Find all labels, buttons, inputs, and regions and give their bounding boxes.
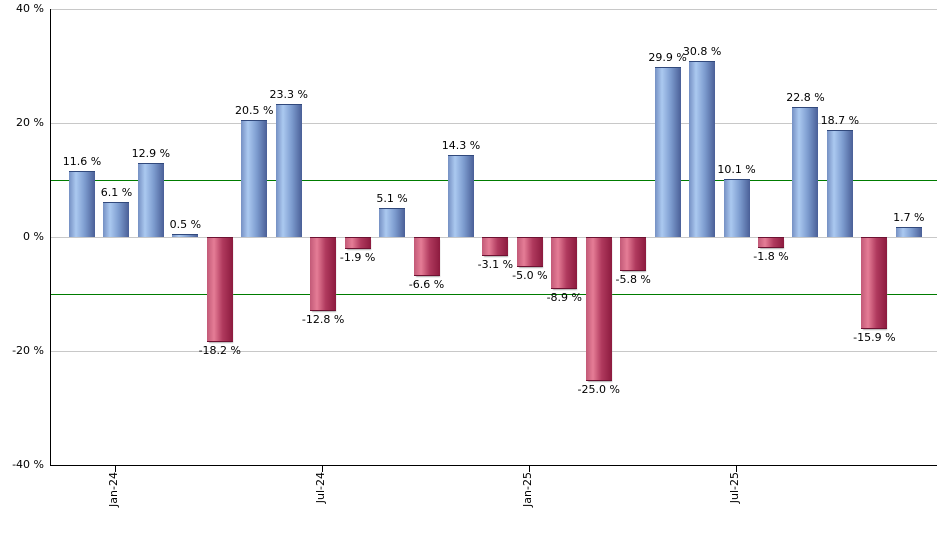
bar [310, 237, 337, 311]
bar-value-label: -1.9 % [339, 250, 376, 264]
reference-line [51, 180, 937, 181]
bar [344, 237, 371, 249]
bar-value-label: -18.2 % [198, 343, 242, 357]
bar [206, 237, 233, 342]
bar-value-label: -6.6 % [408, 277, 445, 291]
x-axis-tick-mark [115, 466, 117, 472]
bar-value-label: 23.3 % [269, 88, 308, 102]
bar [69, 170, 95, 237]
bar-value-label: -25.0 % [577, 382, 620, 396]
x-axis-tick-label: Jul-24 [314, 472, 328, 504]
gridline [51, 123, 937, 124]
bar-value-label: 11.6 % [62, 154, 102, 168]
x-axis-tick-label: Jan-25 [520, 472, 534, 507]
bar-value-label: 12.9 % [131, 147, 171, 161]
x-axis-tick-mark [528, 466, 530, 472]
bar [861, 237, 888, 329]
bar [758, 237, 784, 249]
bar [413, 237, 440, 276]
bar-value-label: 1.7 % [893, 211, 925, 225]
bar-value-label: -1.8 % [753, 250, 789, 264]
bar [551, 237, 578, 289]
bar-value-label: 10.1 % [717, 163, 756, 177]
bar-value-label: 22.8 % [786, 91, 825, 105]
y-axis-tick-label: 20 % [16, 116, 44, 129]
bar [826, 130, 853, 237]
bar-value-label: 20.5 % [235, 104, 274, 118]
bar [275, 104, 302, 237]
bar-value-label: -5.0 % [512, 268, 548, 282]
gridline [51, 351, 937, 352]
gridline [51, 9, 937, 10]
bar [482, 237, 509, 256]
bar [137, 163, 164, 237]
bar [447, 155, 474, 237]
bar [792, 107, 819, 237]
x-axis-tick-mark [322, 466, 324, 472]
bar [379, 207, 406, 237]
bar-value-label: 29.9 % [648, 50, 687, 64]
bar [689, 61, 716, 237]
y-axis-tick-label: 0 % [23, 230, 44, 243]
x-axis-tick-label: Jan-24 [107, 472, 121, 507]
bar-value-label: -12.8 % [301, 312, 345, 326]
bar [723, 179, 750, 237]
bar [516, 237, 543, 267]
bar [103, 202, 130, 237]
y-axis-tick-label: -40 % [12, 458, 44, 471]
bar-value-label: 0.5 % [169, 218, 202, 232]
bar [172, 234, 199, 237]
y-axis-tick-label: 40 % [16, 2, 44, 15]
bar-value-label: -3.1 % [477, 257, 514, 271]
bar-value-label: 6.1 % [100, 186, 133, 200]
bar-value-label: -8.9 % [546, 290, 583, 304]
reference-line [51, 294, 937, 295]
bar [654, 66, 681, 237]
bar [241, 120, 268, 237]
bar-value-label: 5.1 % [376, 191, 408, 205]
bar [585, 237, 612, 381]
y-axis-tick-label: -20 % [12, 344, 44, 357]
bar-value-label: 18.7 % [820, 114, 860, 128]
bar-value-label: -15.9 % [853, 330, 896, 344]
bar-value-label: -5.8 % [615, 273, 651, 287]
x-axis-tick-mark [735, 466, 737, 472]
bar-value-label: 30.8 % [682, 45, 722, 59]
plot-area: 11.6 % 6.1 % 12.9 % 0.5 % -18.2 % 20.5 % 23.3 … [50, 9, 937, 466]
bar-value-label: 14.3 % [441, 139, 481, 153]
x-axis-tick-label: Jul-25 [727, 472, 741, 504]
bar [620, 237, 647, 272]
bar [895, 227, 922, 237]
